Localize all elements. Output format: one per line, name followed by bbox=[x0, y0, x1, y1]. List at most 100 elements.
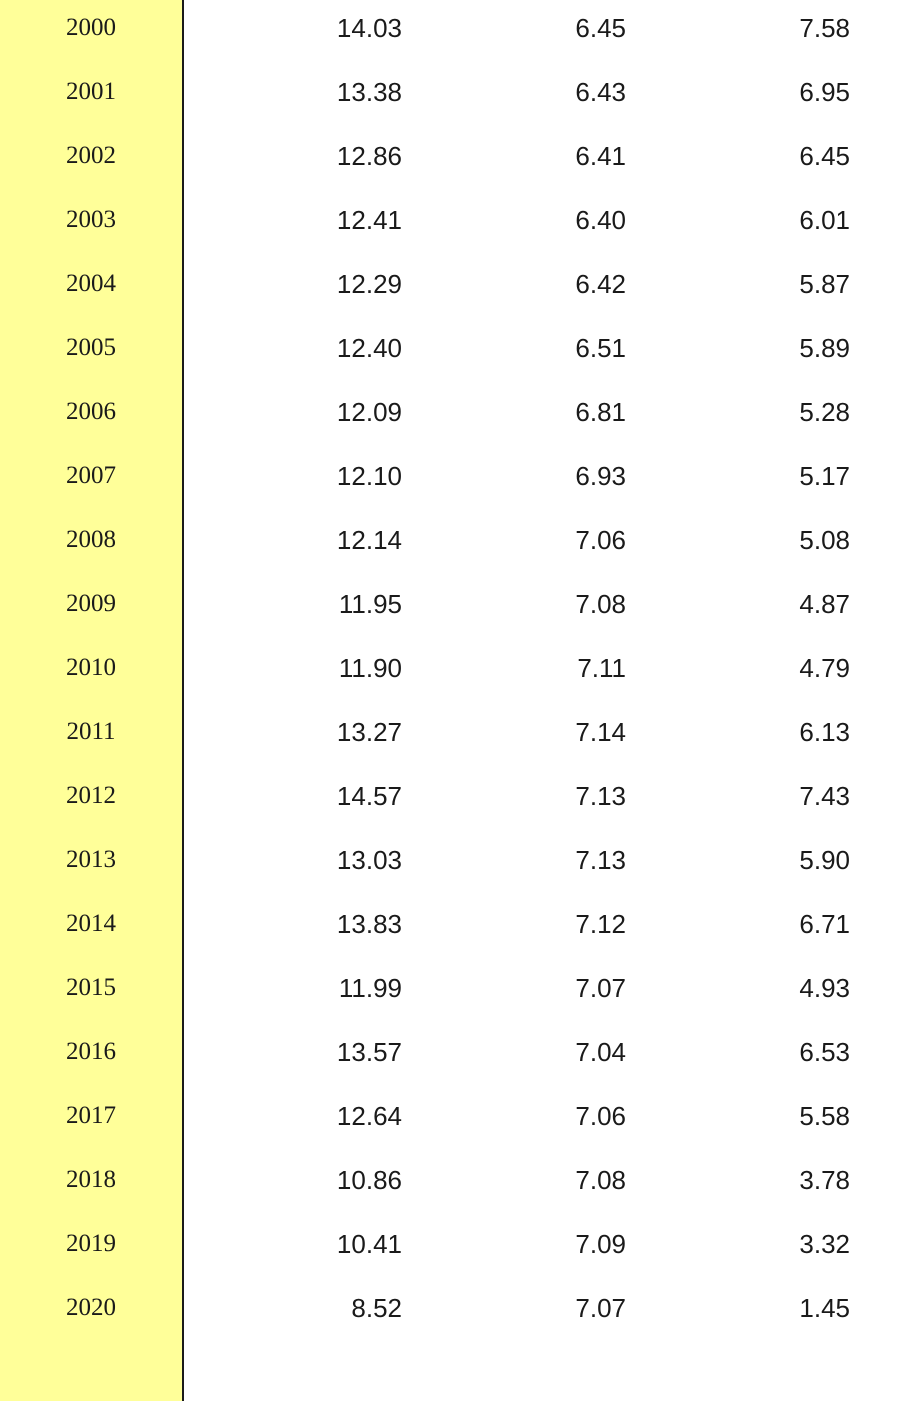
table-row: 2012 14.57 7.13 7.43 bbox=[0, 768, 902, 832]
year-cell: 2017 bbox=[66, 1102, 116, 1129]
value-cell-col3: 4.79 bbox=[799, 653, 850, 683]
value-cell-col3: 6.71 bbox=[799, 909, 850, 939]
value-cell-col3: 5.89 bbox=[799, 333, 850, 363]
table-row: 2009 11.95 7.08 4.87 bbox=[0, 576, 902, 640]
year-cell: 2016 bbox=[66, 1038, 116, 1065]
table-row: 2016 13.57 7.04 6.53 bbox=[0, 1024, 902, 1088]
year-cell: 2008 bbox=[66, 526, 116, 553]
value-cell-col2: 7.06 bbox=[575, 525, 626, 555]
table-row: 2010 11.90 7.11 4.79 bbox=[0, 640, 902, 704]
value-cell-col2: 6.43 bbox=[575, 77, 626, 107]
value-cell-col3: 4.93 bbox=[799, 973, 850, 1003]
value-cell-col1: 10.86 bbox=[336, 1165, 402, 1195]
value-cell-col1: 14.57 bbox=[336, 781, 402, 811]
value-cell-col1: 11.90 bbox=[338, 653, 402, 683]
value-cell-col2: 6.93 bbox=[575, 461, 626, 491]
year-cell: 2005 bbox=[66, 334, 116, 361]
value-cell-col1: 12.41 bbox=[336, 205, 402, 235]
table-row: 2003 12.41 6.40 6.01 bbox=[0, 192, 902, 256]
year-cell: 2006 bbox=[66, 398, 116, 425]
value-cell-col2: 6.45 bbox=[575, 13, 626, 43]
table-row: 2017 12.64 7.06 5.58 bbox=[0, 1088, 902, 1152]
table-row: 2019 10.41 7.09 3.32 bbox=[0, 1216, 902, 1280]
value-cell-col3: 5.17 bbox=[799, 461, 850, 491]
value-cell-col2: 7.07 bbox=[575, 1293, 626, 1323]
value-cell-col2: 6.42 bbox=[575, 269, 626, 299]
value-cell-col2: 7.13 bbox=[575, 845, 626, 875]
year-column-band bbox=[0, 0, 182, 1401]
value-cell-col3: 6.45 bbox=[799, 141, 850, 171]
value-cell-col2: 7.12 bbox=[575, 909, 626, 939]
value-cell-col1: 10.41 bbox=[336, 1229, 402, 1259]
value-cell-col1: 12.40 bbox=[336, 333, 402, 363]
value-cell-col2: 7.11 bbox=[577, 653, 626, 683]
value-cell-col1: 13.57 bbox=[336, 1037, 402, 1067]
value-cell-col2: 7.06 bbox=[575, 1101, 626, 1131]
value-cell-col3: 6.53 bbox=[799, 1037, 850, 1067]
value-cell-col2: 7.09 bbox=[575, 1229, 626, 1259]
table-row: 2001 13.38 6.43 6.95 bbox=[0, 64, 902, 128]
value-cell-col1: 11.95 bbox=[338, 589, 402, 619]
value-cell-col3: 5.58 bbox=[799, 1101, 850, 1131]
value-cell-col2: 7.14 bbox=[575, 717, 626, 747]
year-cell: 2014 bbox=[66, 910, 116, 937]
year-cell: 2002 bbox=[66, 142, 116, 169]
value-cell-col3: 5.08 bbox=[799, 525, 850, 555]
year-cell: 2000 bbox=[66, 14, 116, 41]
year-cell: 2019 bbox=[66, 1230, 116, 1257]
year-cell: 2003 bbox=[66, 206, 116, 233]
value-cell-col3: 3.32 bbox=[799, 1229, 850, 1259]
year-cell: 2009 bbox=[66, 590, 116, 617]
value-cell-col3: 1.45 bbox=[799, 1293, 850, 1323]
value-cell-col2: 7.04 bbox=[575, 1037, 626, 1067]
value-cell-col1: 8.52 bbox=[351, 1293, 402, 1323]
value-cell-col2: 6.41 bbox=[575, 141, 626, 171]
value-cell-col1: 14.03 bbox=[336, 13, 402, 43]
table-row: 2015 11.99 7.07 4.93 bbox=[0, 960, 902, 1024]
value-cell-col3: 6.13 bbox=[799, 717, 850, 747]
table-row: 2020 8.52 7.07 1.45 bbox=[0, 1280, 902, 1344]
table-row: 2006 12.09 6.81 5.28 bbox=[0, 384, 902, 448]
value-cell-col1: 12.09 bbox=[336, 397, 402, 427]
value-cell-col2: 7.07 bbox=[575, 973, 626, 1003]
table-row: 2018 10.86 7.08 3.78 bbox=[0, 1152, 902, 1216]
value-cell-col1: 12.64 bbox=[336, 1101, 402, 1131]
table-row: 2008 12.14 7.06 5.08 bbox=[0, 512, 902, 576]
column-divider bbox=[182, 0, 184, 1401]
value-cell-col3: 7.58 bbox=[799, 13, 850, 43]
year-cell: 2004 bbox=[66, 270, 116, 297]
year-cell: 2015 bbox=[66, 974, 116, 1001]
value-cell-col1: 12.29 bbox=[336, 269, 402, 299]
table-row: 2011 13.27 7.14 6.13 bbox=[0, 704, 902, 768]
table-row: 2000 14.03 6.45 7.58 bbox=[0, 0, 902, 64]
value-cell-col1: 13.38 bbox=[336, 77, 402, 107]
value-cell-col2: 7.08 bbox=[575, 589, 626, 619]
year-cell: 2018 bbox=[66, 1166, 116, 1193]
table-row: 2002 12.86 6.41 6.45 bbox=[0, 128, 902, 192]
year-cell: 2010 bbox=[66, 654, 116, 681]
year-cell: 2013 bbox=[66, 846, 116, 873]
value-cell-col1: 12.10 bbox=[336, 461, 402, 491]
year-cell: 2011 bbox=[66, 718, 116, 745]
value-cell-col3: 6.95 bbox=[799, 77, 850, 107]
year-cell: 2020 bbox=[66, 1294, 116, 1321]
table-row: 2005 12.40 6.51 5.89 bbox=[0, 320, 902, 384]
value-cell-col3: 5.87 bbox=[799, 269, 850, 299]
value-cell-col2: 7.08 bbox=[575, 1165, 626, 1195]
value-cell-col1: 12.14 bbox=[336, 525, 402, 555]
value-cell-col2: 6.51 bbox=[575, 333, 626, 363]
value-cell-col3: 6.01 bbox=[799, 205, 850, 235]
value-cell-col2: 7.13 bbox=[575, 781, 626, 811]
year-cell: 2012 bbox=[66, 782, 116, 809]
value-cell-col3: 5.90 bbox=[799, 845, 850, 875]
year-cell: 2001 bbox=[66, 78, 116, 105]
value-cell-col3: 7.43 bbox=[799, 781, 850, 811]
value-cell-col1: 12.86 bbox=[336, 141, 402, 171]
value-cell-col1: 13.27 bbox=[336, 717, 402, 747]
table-row: 2014 13.83 7.12 6.71 bbox=[0, 896, 902, 960]
value-cell-col1: 11.99 bbox=[338, 973, 402, 1003]
value-cell-col3: 5.28 bbox=[799, 397, 850, 427]
table-row: 2004 12.29 6.42 5.87 bbox=[0, 256, 902, 320]
value-cell-col1: 13.83 bbox=[336, 909, 402, 939]
